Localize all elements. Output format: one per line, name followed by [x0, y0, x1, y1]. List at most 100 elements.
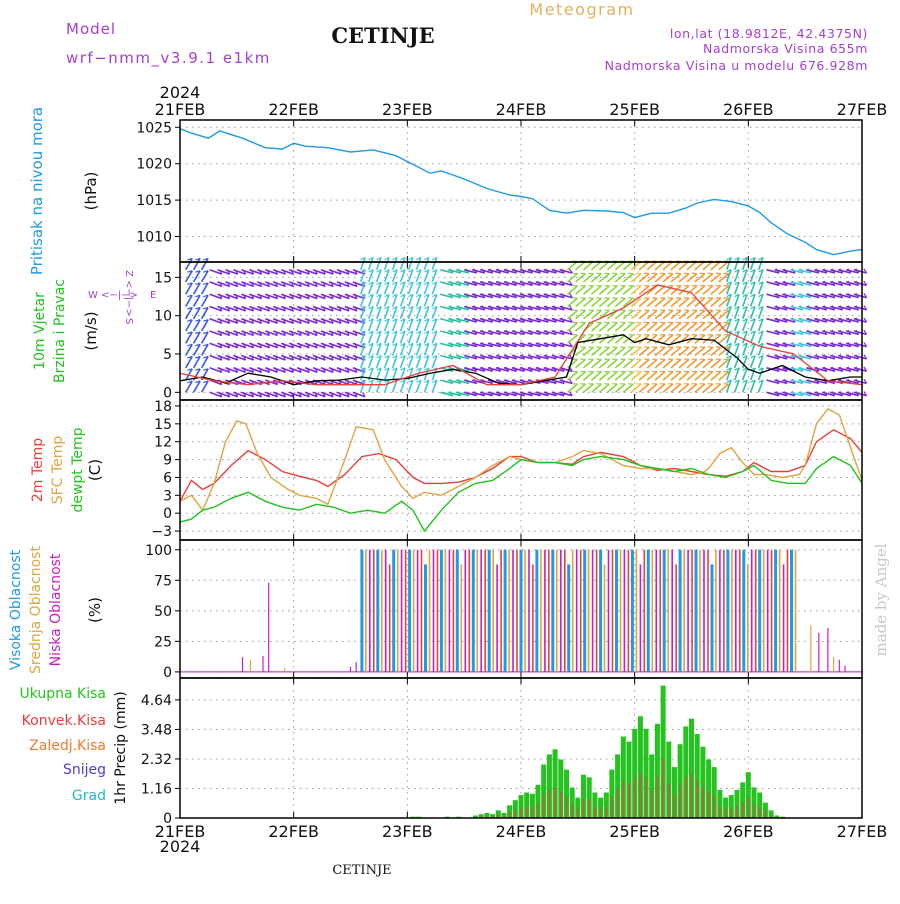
- precip-bar-conv: [520, 808, 522, 818]
- y-tick-label: 1015: [136, 193, 172, 209]
- date-tick-top: 25FEB: [609, 100, 660, 119]
- date-tick-bottom: 23FEB: [382, 822, 433, 841]
- temp-ylabel-2m: 2m Temp: [30, 438, 46, 502]
- precip-bar-conv: [605, 807, 607, 819]
- wind-dir-n: Z: [123, 270, 134, 277]
- y-tick-label: 0: [163, 811, 172, 827]
- precip-bar-conv: [696, 780, 698, 818]
- precip-bar-conv: [702, 786, 704, 818]
- wind-barb: [186, 258, 193, 269]
- precip-bar-conv: [764, 811, 766, 818]
- wind-barb: [186, 295, 193, 306]
- precip-bar-conv: [617, 789, 619, 818]
- meteogram-title: Meteogram: [529, 0, 634, 19]
- wind-barb: [202, 283, 209, 294]
- y-tick-label: 9: [163, 453, 172, 469]
- precip-bar-conv: [526, 807, 528, 819]
- precip-bar-conv: [668, 784, 670, 818]
- wind-barb: [202, 295, 209, 306]
- y-tick-label: 15: [154, 417, 172, 433]
- wind-barb: [194, 357, 201, 368]
- precip-bar-conv: [554, 787, 556, 818]
- precip-bar-conv: [611, 796, 613, 818]
- precip-legend-item: Zaledj.Kisa: [29, 738, 106, 754]
- precip-bar-conv: [634, 778, 636, 818]
- lonlat-label: lon,lat (18.9812E, 42.4375N): [670, 26, 868, 41]
- y-tick-label: 6: [163, 470, 172, 486]
- wind-barb: [202, 308, 209, 319]
- precip-bar-conv: [742, 802, 744, 818]
- precip-bar-conv: [691, 773, 693, 818]
- y-tick-label: 100: [145, 543, 172, 559]
- pressure-unit: (hPa): [82, 172, 100, 211]
- y-tick-label: 3: [163, 488, 172, 504]
- precip-bar-conv: [543, 794, 545, 818]
- wind-barb: [194, 258, 201, 269]
- precip-legend-item: Grad: [72, 788, 106, 804]
- precip-bar-conv: [594, 807, 596, 819]
- wind-barb: [186, 308, 193, 319]
- model-label: Model: [66, 20, 116, 38]
- y-tick-label: 1025: [136, 120, 172, 136]
- precip-bar-conv: [708, 792, 710, 818]
- precip-bar-conv: [628, 784, 630, 818]
- model-name: wrf−nmm_v3.9.1 e1km: [66, 49, 271, 68]
- temp-ylabel-sfc: SFC Temp: [50, 436, 66, 505]
- precip-bar-conv: [651, 789, 653, 818]
- y-tick-label: 1010: [136, 230, 172, 246]
- y-tick-label: 5: [163, 347, 172, 363]
- precip-bar-conv: [560, 792, 562, 818]
- date-tick-bottom: 22FEB: [268, 822, 319, 841]
- date-tick-bottom: 25FEB: [609, 822, 660, 841]
- y-tick-label: 50: [154, 604, 172, 620]
- wind-barb: [194, 308, 201, 319]
- y-tick-label: 25: [154, 634, 172, 650]
- y-tick-label: 0: [163, 506, 172, 522]
- precip-bar-conv: [730, 808, 732, 818]
- y-tick-label: 1.16: [141, 781, 172, 797]
- y-tick-label: 3.48: [141, 722, 172, 738]
- wind-dir-w: W: [88, 290, 98, 301]
- precip-bar-conv: [571, 804, 573, 818]
- precip-bar-conv: [747, 797, 749, 818]
- date-tick-top: 26FEB: [723, 100, 774, 119]
- precip-ylabel: 1hr Precip (mm): [113, 691, 129, 804]
- y-tick-label: 12: [154, 435, 172, 451]
- precip-bar-conv: [713, 795, 715, 818]
- y-tick-label: 18: [154, 399, 172, 415]
- precip-bar-conv: [531, 807, 533, 818]
- precip-bar-conv: [725, 809, 727, 818]
- y-tick-label: 75: [154, 573, 172, 589]
- wind-barb: [194, 332, 201, 343]
- wind-barb: [202, 357, 209, 368]
- precip-legend-item: Konvek.Kisa: [22, 713, 106, 729]
- pressure-line: [180, 129, 862, 255]
- wind-barb: [186, 357, 193, 368]
- wind-barb: [194, 283, 201, 294]
- wind-barb-field: [186, 258, 867, 397]
- wind-barb: [194, 271, 201, 282]
- date-tick-bottom: 27FEB: [837, 822, 888, 841]
- y-tick-label: 4.64: [141, 693, 172, 709]
- cloud-ylabel-low: Niska Oblacnost: [48, 553, 64, 666]
- precip-bar-conv: [600, 809, 602, 818]
- y-tick-label: 2.32: [141, 752, 172, 768]
- temp-unit: (C): [86, 459, 104, 481]
- wind-barb: [194, 381, 201, 392]
- y-tick-label: 1020: [136, 157, 172, 173]
- precip-bar-conv: [674, 795, 676, 818]
- y-tick-label: −3: [151, 524, 172, 540]
- wind-unit: (m/s): [82, 311, 100, 350]
- precip-legend-item: Snijeg: [63, 762, 106, 778]
- temp-line-dewpoint: [180, 457, 862, 531]
- elevation-label: Nadmorska Visina 655m: [703, 41, 868, 56]
- date-tick-bottom: 24FEB: [496, 822, 547, 841]
- wind-barb: [202, 271, 209, 282]
- station-title: CETINJE: [331, 23, 434, 48]
- precip-bar-conv: [645, 778, 647, 818]
- wind-barb: [202, 332, 209, 343]
- precip-bar-conv: [566, 796, 568, 818]
- wind-barb: [186, 381, 193, 392]
